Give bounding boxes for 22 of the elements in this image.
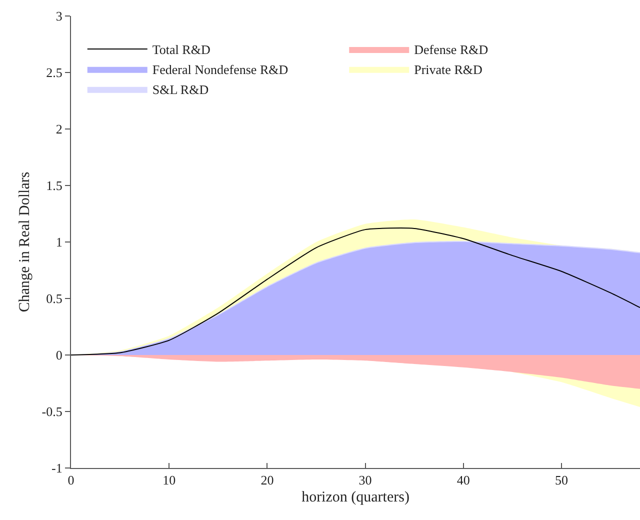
y-tick-label: 2 [56,122,62,137]
x-axis-title: horizon (quarters) [302,490,410,506]
y-axis-title: Change in Real Dollars [17,172,34,312]
y-tick-label: 2.5 [46,65,62,80]
legend-label: Private R&D [414,62,482,77]
y-tick-label: 0.5 [46,291,62,306]
y-tick-label: -1 [52,460,62,476]
x-tick-label: 50 [555,472,568,488]
x-tick-label: 30 [358,472,372,488]
x-tick-label: 40 [456,472,470,488]
y-tick-label: 1 [56,234,62,250]
x-tick-label: 20 [260,472,274,488]
y-tick-label: 1.5 [46,178,62,194]
legend-label: Defense R&D [414,42,488,58]
legend-label: Total R&D [152,42,210,58]
legend-label: Federal Nondefense R&D [152,62,288,77]
x-tick-label: 10 [162,472,176,488]
y-tick-label: -0.5 [42,404,62,420]
x-tick-label: 0 [68,472,74,488]
y-tick-label: 0 [56,348,62,363]
legend-label: S&L R&D [152,82,209,97]
y-tick-label: 3 [56,8,62,24]
